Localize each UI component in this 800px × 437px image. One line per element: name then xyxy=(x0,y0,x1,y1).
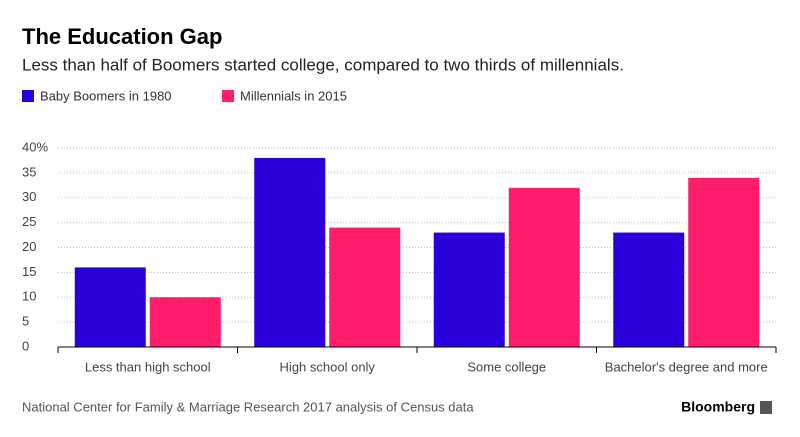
bar xyxy=(508,187,580,347)
legend-swatch xyxy=(222,90,234,102)
legend-swatch xyxy=(22,90,34,102)
y-tick-label: 5 xyxy=(22,314,29,329)
bar xyxy=(74,267,146,347)
bar xyxy=(149,297,221,347)
chart-title: The Education Gap xyxy=(22,24,222,49)
y-tick-label: 25 xyxy=(22,214,36,229)
bar xyxy=(688,177,760,347)
y-tick-label: 35 xyxy=(22,164,36,179)
chart-subtitle: Less than half of Boomers started colleg… xyxy=(22,55,624,74)
bar xyxy=(254,157,326,347)
y-tick-label: 40% xyxy=(22,139,48,154)
bar xyxy=(613,232,685,347)
x-tick-label: Less than high school xyxy=(85,359,211,374)
y-tick-label: 0 xyxy=(22,338,29,353)
y-tick-label: 15 xyxy=(22,264,36,279)
y-tick-label: 20 xyxy=(22,239,36,254)
brand: Bloomberg xyxy=(681,399,755,415)
legend-label: Millennials in 2015 xyxy=(240,88,347,103)
x-tick-label: Bachelor's degree and more xyxy=(605,359,768,374)
source-note: National Center for Family & Marriage Re… xyxy=(22,399,474,414)
y-tick-label: 30 xyxy=(22,189,36,204)
bar xyxy=(433,232,505,347)
x-tick-label: Some college xyxy=(467,359,546,374)
brand-icon xyxy=(760,401,772,414)
bar xyxy=(329,227,401,347)
legend-label: Baby Boomers in 1980 xyxy=(40,88,172,103)
y-tick-label: 10 xyxy=(22,289,36,304)
x-tick-label: High school only xyxy=(280,359,376,374)
